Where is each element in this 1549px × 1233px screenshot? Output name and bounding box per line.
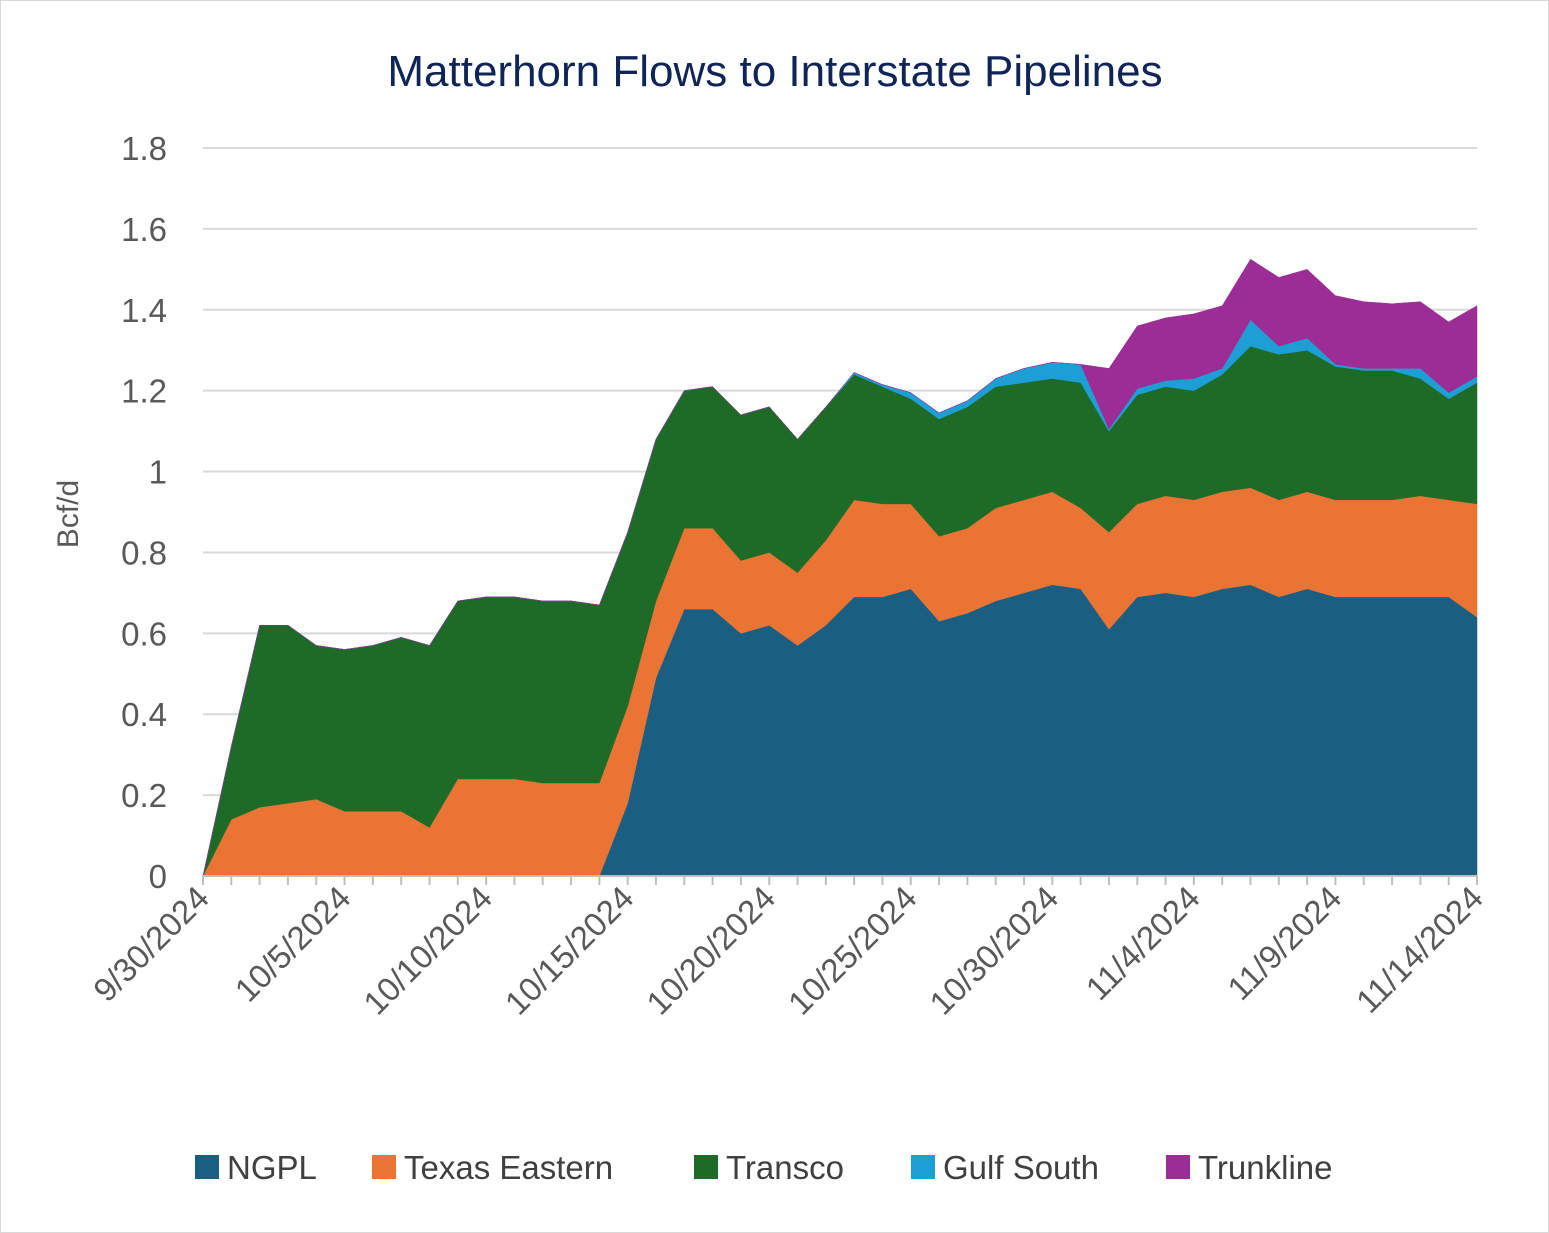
y-axis-ticks: 0 0.2 0.4 0.6 0.8 1 1.2 1.4 1.6 1.8 [121,130,167,895]
y-tick-label: 0.2 [121,777,167,814]
x-tick-label: 10/20/2024 [639,879,782,1022]
stacked-areas [202,258,1478,877]
legend-swatch [195,1155,219,1179]
legend-label: Transco [726,1149,844,1186]
x-tick-label: 10/30/2024 [922,879,1065,1022]
legend-label: NGPL [227,1149,317,1186]
y-tick-label: 1.4 [121,292,167,329]
chart-title: Matterhorn Flows to Interstate Pipelines [387,47,1162,96]
legend-swatch [694,1155,718,1179]
legend-item-trunkline: Trunkline [1166,1149,1333,1186]
legend-label: Trunkline [1198,1149,1333,1186]
area-trunkline [202,258,1478,877]
x-tick-label: 10/10/2024 [356,879,499,1022]
y-tick-label: 0 [149,858,167,895]
y-tick-label: 0.6 [121,615,167,652]
y-tick-label: 1.2 [121,373,167,410]
x-tick-label: 10/5/2024 [228,879,358,1009]
legend-label: Gulf South [943,1149,1099,1186]
y-tick-label: 1.8 [121,130,167,167]
legend-item-texas-eastern: Texas Eastern [372,1149,613,1186]
legend-item-transco: Transco [694,1149,844,1186]
x-tick-label: 11/4/2024 [1079,879,1207,1007]
x-tick-label: 11/14/2024 [1349,879,1490,1020]
x-tick-label: 10/15/2024 [498,879,641,1022]
x-tick-label: 10/25/2024 [781,879,924,1022]
y-axis-label: Bcf/d [52,480,85,548]
x-tick-label: 9/30/2024 [86,879,216,1009]
legend-label: Texas Eastern [404,1149,613,1186]
legend-swatch [911,1155,935,1179]
x-axis [202,875,1478,885]
legend-swatch [1166,1155,1190,1179]
legend-item-ngpl: NGPL [195,1149,317,1186]
legend-swatch [372,1155,396,1179]
y-tick-label: 0.8 [121,534,167,571]
y-tick-label: 0.4 [121,696,167,733]
x-axis-tick-labels: 9/30/2024 10/5/202410/10/202410/15/202410… [86,879,1490,1022]
legend: NGPL Texas Eastern Transco Gulf South Trunkl… [195,1149,1333,1186]
y-tick-label: 1 [149,454,167,491]
legend-item-gulf-south: Gulf South [911,1149,1099,1186]
x-tick-label: 11/9/2024 [1220,879,1348,1007]
y-tick-label: 1.6 [121,211,167,248]
